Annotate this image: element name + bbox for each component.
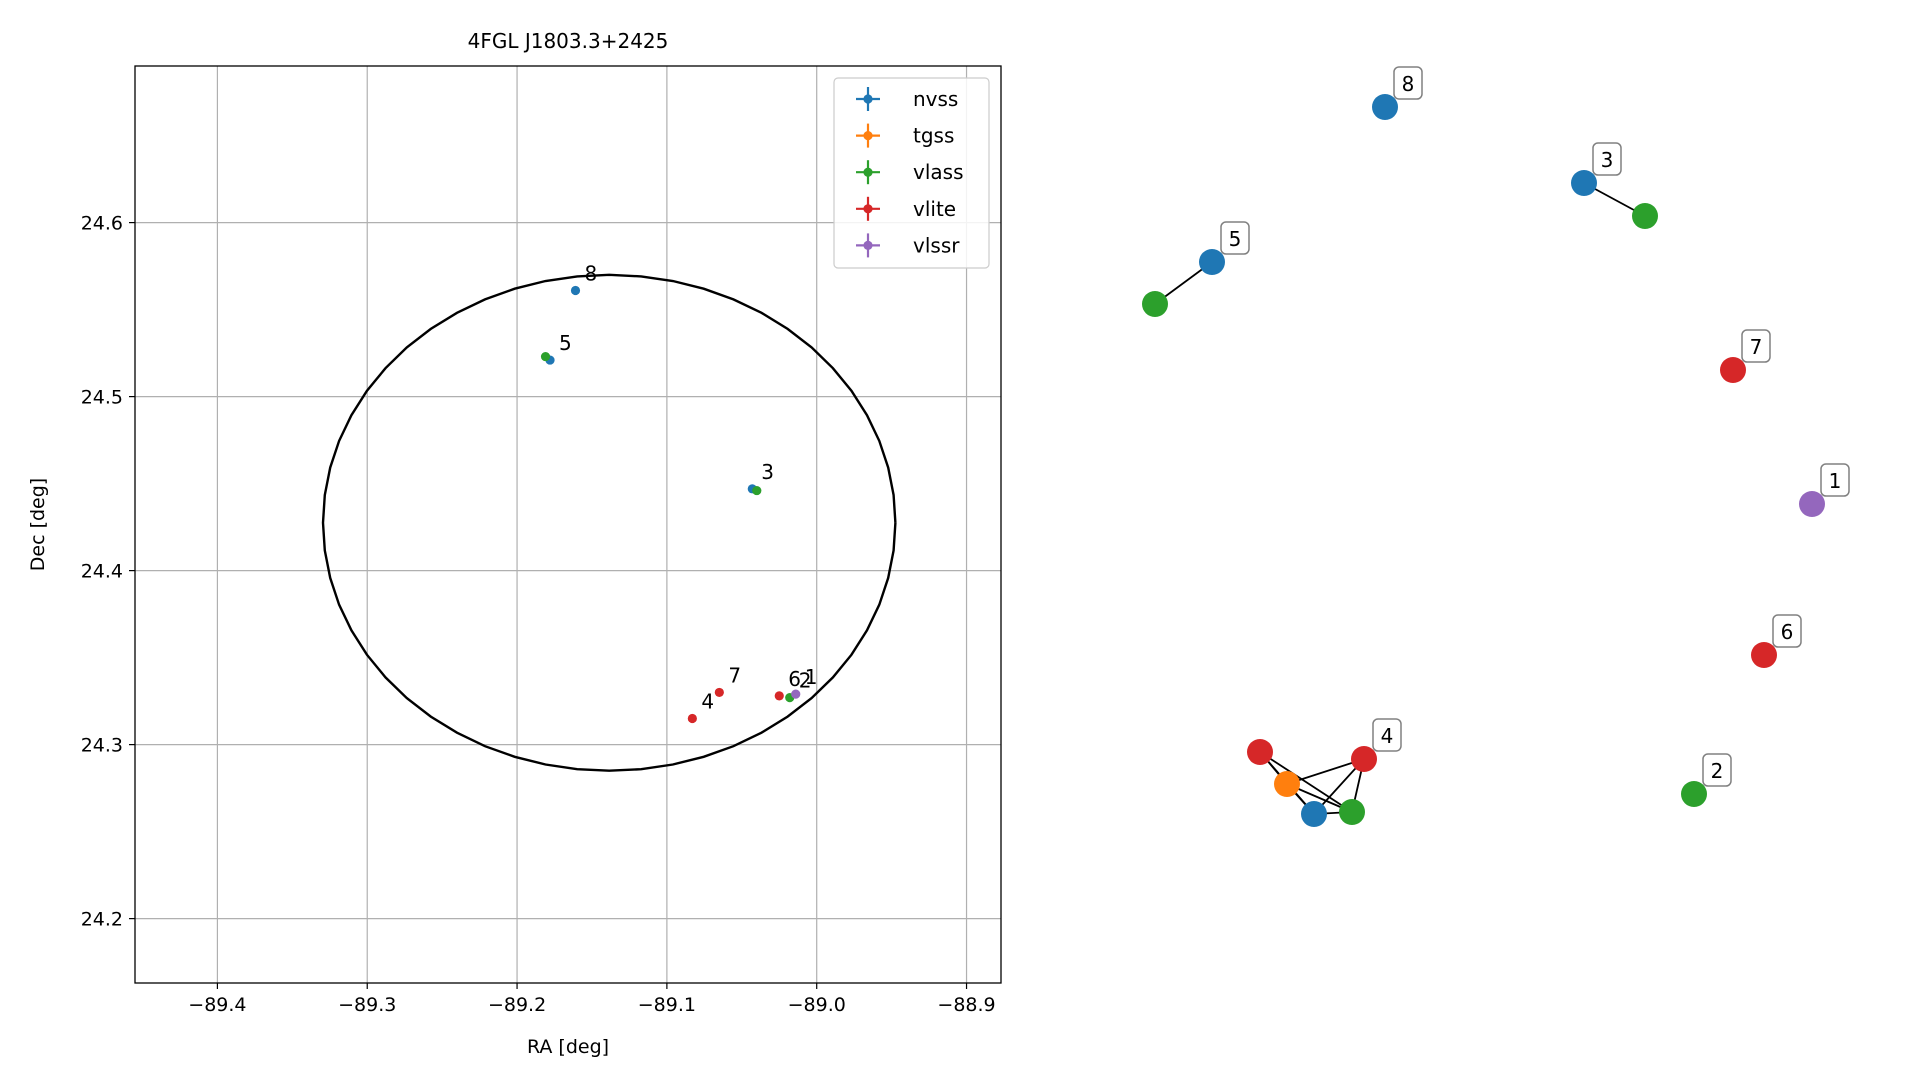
graph-node-label-box [1372,718,1402,752]
graph-node-vlass [1339,799,1365,825]
graph-node-label-text: 2 [1711,759,1724,783]
point-label: 2 [799,669,812,693]
legend-label-vlass: vlass [913,160,964,184]
x-axis-label: RA [deg] [527,1036,609,1058]
graph-node-vlass [1681,781,1707,807]
graph-node-labels: 8 3 5 7 1 6 2 4 [1220,66,1850,787]
chart-title: 4FGL J1803.3+2425 [468,29,669,53]
graph-node-label-box [1220,221,1250,255]
legend: nvss tgss vlass vlite vlssr [833,77,990,269]
graph-node-label: 7 [1741,329,1771,363]
graph-node-label: 1 [1820,463,1850,497]
graph-node-label: 2 [1702,753,1732,787]
legend-marker-dot [863,167,873,177]
graph-node-tgss [1274,771,1300,797]
y-tick-label: 24.6 [81,213,123,235]
ellipse-outline [321,273,897,772]
legend-label-vlite: vlite [913,197,956,221]
graph-node-vlssr [1799,491,1825,517]
point-label: 8 [584,261,597,285]
graph-node-label: 6 [1772,614,1802,648]
graph-node-label-text: 7 [1750,335,1763,359]
legend-label-vlssr: vlssr [913,233,960,257]
graph-node-label-text: 4 [1381,724,1394,748]
graph-node-label-box [1820,463,1850,497]
graph-node-label: 3 [1592,142,1622,176]
legend-label-tgss: tgss [913,124,954,148]
crossmatch-graph: 8 3 5 7 1 6 2 4 [1142,66,1850,827]
point-label: 4 [701,690,714,714]
point-vlass [540,351,551,362]
point-label: 7 [728,663,741,687]
x-axis-ticks: −89.4 −89.3 −89.2 −89.1 −89.0 −88.9 [188,983,996,1016]
graph-node-vlass [1632,203,1658,229]
graph-node-label-box [1702,753,1732,787]
x-tick-label: −88.9 [937,994,995,1016]
point-label: 1 [805,665,818,689]
point-nvss [570,285,581,296]
graph-node-nvss [1571,170,1597,196]
y-tick-label: 24.3 [81,735,123,757]
point-vlite [714,687,724,698]
graph-node-label-box [1772,614,1802,648]
graph-edge [1286,758,1365,785]
x-tick-label: −89.3 [338,994,396,1016]
graph-edge [1259,751,1353,813]
graph-node-nvss [1372,94,1398,120]
y-tick-label: 24.2 [81,909,123,931]
y-axis-label: Dec [deg] [27,478,49,571]
graph-node-vlite [1720,357,1746,383]
point-labels: 8 5 3 74 621 [559,261,817,713]
graph-node-label: 5 [1220,221,1250,255]
point-label: 3 [761,460,774,484]
x-tick-label: −89.2 [488,994,546,1016]
y-tick-label: 24.5 [81,387,123,409]
y-tick-label: 24.4 [81,561,123,583]
legend-box [833,77,990,269]
point-label: 6 [788,667,801,691]
graph-node-nvss [1301,801,1327,827]
graph-nodes [1142,94,1825,827]
graph-node-label-text: 5 [1229,227,1242,251]
point-label: 5 [559,331,572,355]
graph-node-label-text: 6 [1781,620,1794,644]
graph-node-vlass [1142,291,1168,317]
point-vlass [752,485,762,496]
x-tick-label: −89.4 [188,994,246,1016]
axes-frame [134,65,1002,984]
graph-node-label-text: 1 [1829,469,1842,493]
point-vlite [774,691,784,701]
graph-node-vlite [1247,739,1273,765]
graph-node-vlite [1351,746,1377,772]
legend-marker-dot [863,94,873,104]
legend-label-nvss: nvss [913,87,958,111]
graph-node-label-text: 8 [1402,72,1415,96]
graph-node-label-box [1741,329,1771,363]
graph-node-label-text: 3 [1601,148,1614,172]
graph-node-label: 8 [1393,66,1423,100]
graph-node-label-box [1592,142,1622,176]
graph-node-vlite [1751,642,1777,668]
legend-marker-dot [863,240,873,250]
graph-node-nvss [1199,249,1225,275]
localization-ellipse [321,273,897,772]
point-vlssr [791,689,801,699]
graph-node-label: 4 [1372,718,1402,752]
data-points [540,285,801,724]
legend-marker-dot [863,131,873,141]
point-vlite [687,713,697,724]
graph-node-label-box [1393,66,1423,100]
x-tick-label: −89.1 [638,994,696,1016]
y-axis-ticks: 24.2 24.3 24.4 24.5 24.6 [81,213,135,931]
legend-marker-dot [863,204,873,214]
graph-edges [1154,182,1646,815]
x-tick-label: −89.0 [788,994,846,1016]
